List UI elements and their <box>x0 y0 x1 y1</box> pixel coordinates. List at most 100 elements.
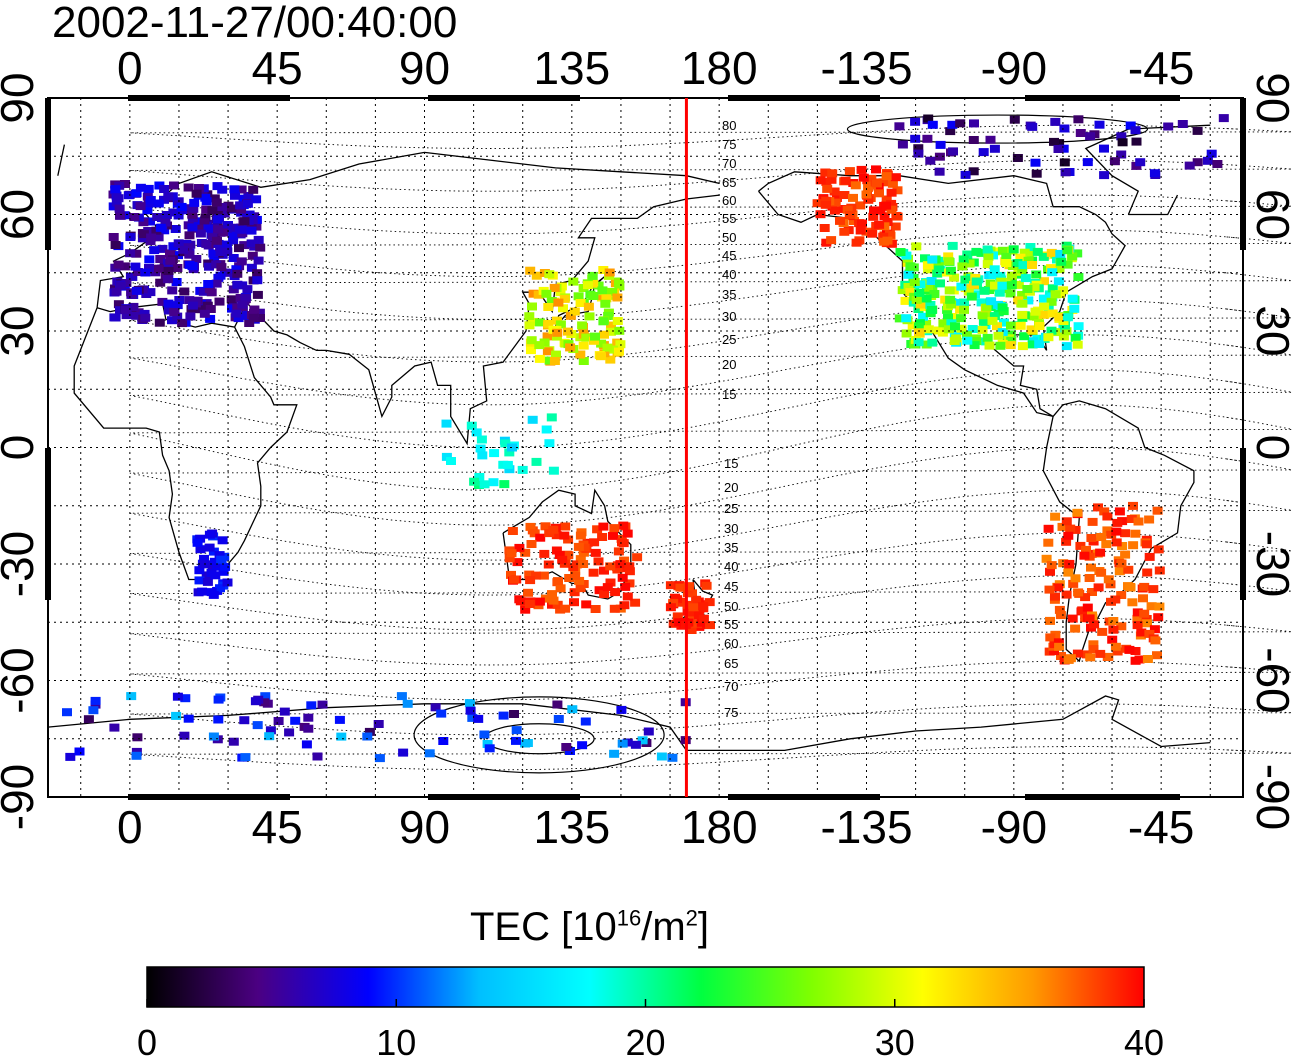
tec-point <box>691 595 702 604</box>
tec-point <box>944 325 954 334</box>
lat-tick-label-right: -60 <box>1247 647 1292 713</box>
tec-point <box>216 555 227 564</box>
tec-point <box>945 266 956 275</box>
tec-point <box>672 612 683 621</box>
tec-point <box>1053 638 1064 647</box>
contour-label: 20 <box>724 480 738 495</box>
tec-point <box>878 178 889 187</box>
lon-tick-label-top: 90 <box>399 42 450 94</box>
tec-point <box>1116 559 1127 568</box>
tec-point <box>1017 299 1028 308</box>
tec-point <box>977 311 988 320</box>
tec-point <box>237 300 248 309</box>
tec-point <box>1103 652 1114 661</box>
tec-point <box>1012 154 1023 162</box>
tec-point <box>113 300 124 309</box>
tec-point <box>920 254 930 263</box>
tec-point <box>830 198 841 207</box>
geomag-contour <box>129 159 1292 192</box>
tec-point <box>844 167 855 176</box>
tec-point <box>1045 567 1055 576</box>
tec-point <box>993 331 1004 340</box>
tec-point <box>191 255 202 263</box>
tec-point <box>665 581 676 590</box>
tec-point <box>132 733 143 742</box>
tec-point <box>849 217 859 225</box>
tec-point <box>210 571 221 580</box>
tec-point <box>826 236 837 245</box>
tec-point <box>616 705 627 714</box>
tec-point <box>476 435 487 444</box>
tec-point <box>1082 158 1093 167</box>
tec-point <box>1095 548 1106 557</box>
tec-point <box>612 565 623 574</box>
tec-point <box>934 152 945 161</box>
tec-point <box>146 233 157 242</box>
tec-point <box>918 312 929 321</box>
tec-point <box>1144 552 1155 561</box>
tec-point <box>1059 158 1070 167</box>
tec-point <box>598 522 609 531</box>
tec-point <box>227 304 237 313</box>
lon-tick-label-top: -45 <box>1128 42 1194 94</box>
tec-point <box>976 298 987 307</box>
tec-point <box>1123 565 1134 574</box>
tec-point <box>502 460 513 469</box>
tec-point <box>171 278 182 286</box>
tec-point <box>488 478 499 487</box>
tec-point <box>170 225 181 233</box>
tec-point <box>1116 132 1127 141</box>
tec-point <box>556 282 567 291</box>
tec-point <box>1075 129 1086 137</box>
tec-point <box>1110 595 1121 604</box>
tec-point <box>1148 585 1159 594</box>
tec-point <box>183 183 194 192</box>
tec-point <box>1055 611 1066 620</box>
tec-point <box>597 286 608 295</box>
tec-point <box>523 588 533 597</box>
tec-point <box>698 614 709 623</box>
tec-point <box>1127 598 1138 607</box>
tec-point <box>179 731 190 740</box>
tec-point <box>498 711 509 720</box>
tec-point <box>915 280 926 289</box>
tec-point <box>177 319 188 328</box>
tec-point <box>1061 241 1072 250</box>
tec-point <box>1031 169 1042 178</box>
tec-point <box>1050 512 1061 521</box>
contour-label: 75 <box>724 705 738 720</box>
tec-point <box>244 210 255 219</box>
tec-point <box>1047 309 1058 318</box>
tec-point <box>163 299 174 308</box>
tec-point <box>157 297 168 306</box>
tec-point <box>108 233 119 241</box>
tec-point <box>242 199 253 208</box>
tec-point <box>842 205 853 214</box>
contour-label: 60 <box>724 636 738 651</box>
africa-coast <box>73 303 298 581</box>
tec-point <box>212 208 223 217</box>
lat-tick-label-left: -60 <box>0 647 43 713</box>
tec-point <box>986 297 997 306</box>
tec-point <box>575 299 586 307</box>
tec-point <box>232 269 243 278</box>
tec-point <box>967 325 978 333</box>
tec-point <box>303 724 314 733</box>
contour-label: 15 <box>722 387 736 402</box>
tec-point <box>312 752 323 761</box>
contour-label: 15 <box>724 456 738 471</box>
tec-point <box>815 210 826 219</box>
tec-point <box>587 271 598 280</box>
tec-point <box>549 357 560 365</box>
tec-point <box>704 598 715 607</box>
tec-point <box>630 740 641 749</box>
tec-point <box>547 600 557 609</box>
tec-point <box>514 543 525 552</box>
tec-point <box>524 321 535 330</box>
tec-point <box>879 212 890 221</box>
tec-point <box>1103 575 1114 584</box>
tec-point <box>541 289 552 298</box>
tec-point <box>668 619 679 628</box>
tec-point <box>946 300 957 309</box>
tec-point <box>1110 642 1121 651</box>
